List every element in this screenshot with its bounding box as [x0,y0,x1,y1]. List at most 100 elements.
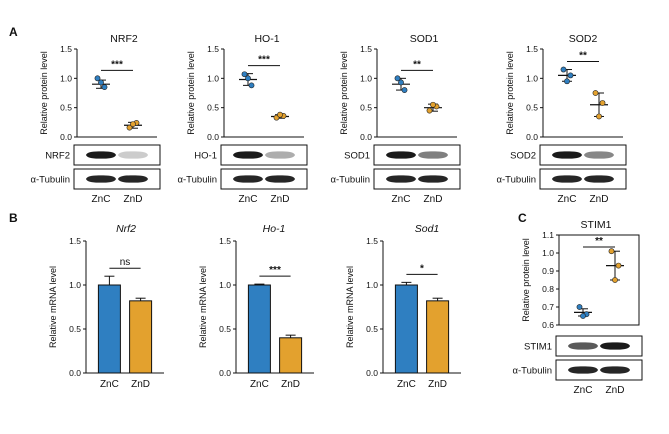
blot-band [86,151,116,159]
y-tick-label: 0.0 [69,368,81,378]
chart-title: Sod1 [415,223,440,235]
blot-band [233,151,263,159]
blot-label-target: HO-1 [194,151,217,162]
blot-label-tubulin: α-Tubulin [513,366,552,377]
y-tick-label: 1.0 [60,73,72,83]
bar-znc [97,284,121,374]
x-tick-label-znd: ZnD [131,379,150,390]
y-tick-label: 1.5 [366,236,378,246]
tubulin-blot [220,168,308,190]
significance-label: ** [413,59,421,70]
data-point [245,75,251,82]
blot-band [552,151,582,159]
data-point [426,107,433,114]
data-point [130,121,136,127]
bar-znd [426,300,450,374]
x-tick-label-znd: ZnD [606,385,625,396]
y-tick-label: 1.5 [219,236,231,246]
chart-b1: Nrf2 Relative mRNA level 0.0 0.5 1.0 1.5 ns ZnC… [48,223,164,390]
blot-band [552,175,582,183]
y-tick-label: 1.5 [360,44,372,54]
chart-title: STIM1 [581,219,612,231]
y-tick-label: 1.0 [526,73,538,83]
y-tick-label: 1.1 [542,230,554,240]
panel-letter-a: A [9,25,18,39]
x-tick-label-znd: ZnD [124,194,143,205]
y-axis-label: Relative mRNA level [345,266,355,348]
target-blot [73,144,161,166]
x-tick-label-znc: ZnC [239,194,258,205]
y-tick-label: 1.5 [526,44,538,54]
data-point [580,313,586,319]
tubulin-blot [555,359,643,381]
chart-a2: HO-1 Relative protein level 0.0 0.5 1.0 1.5 **… [178,33,308,205]
data-point [567,72,574,79]
blot-band [568,342,598,350]
y-tick-label: 1.0 [69,280,81,290]
bar-znc [394,284,418,374]
blot-band [118,151,148,159]
chart-title: SOD2 [569,33,598,45]
y-tick-label: 0.0 [60,132,72,142]
chart-title: NRF2 [110,33,138,45]
y-tick-label: 0.5 [207,103,219,113]
x-tick-label-znc: ZnC [92,194,111,205]
chart-a1: NRF2 Relative protein level 0.0 0.5 1.0 1.5 **… [31,33,161,205]
x-tick-label-znc: ZnC [100,379,119,390]
y-tick-label: 0.5 [360,103,372,113]
chart-title: SOD1 [410,33,439,45]
data-point [101,84,108,91]
y-tick-label: 0.7 [542,302,554,312]
x-tick-label-znd: ZnD [590,194,609,205]
data-point [592,90,599,96]
significance-label: * [420,263,424,274]
blot-band [568,366,598,374]
x-tick-label-znc: ZnC [397,379,416,390]
target-blot [220,144,308,166]
data-point [430,101,436,108]
significance-label: ** [579,51,587,62]
y-axis-label: Relative mRNA level [48,266,58,348]
bar-znd [129,300,153,374]
blot-band [386,175,416,183]
y-axis-label: Relative protein level [505,51,515,135]
y-tick-label: 0.6 [542,320,554,330]
blot-label-target: STIM1 [524,342,552,353]
blot-label-tubulin: α-Tubulin [331,175,370,186]
y-tick-label: 1.0 [207,73,219,83]
y-tick-label: 1.0 [219,280,231,290]
blot-band [233,175,263,183]
data-point [394,75,401,82]
x-tick-label-znd: ZnD [281,379,300,390]
y-tick-label: 1.0 [366,280,378,290]
y-tick-label: 0.5 [526,103,538,113]
significance-label: *** [269,265,281,276]
target-blot [373,144,461,166]
y-axis-label: Relative protein level [339,51,349,135]
bar-znd [279,337,303,374]
data-point [596,113,602,120]
data-point [612,277,618,283]
chart-title: Nrf2 [116,223,136,235]
y-axis-label: Relative protein level [521,238,531,322]
y-tick-label: 0.0 [526,132,538,142]
x-tick-label-znc: ZnC [392,194,411,205]
tubulin-blot [73,168,161,190]
data-point [564,78,570,85]
chart-a4: SOD2 Relative protein level 0.0 0.5 1.0 1.5 **… [497,33,627,205]
data-point [94,75,101,82]
blot-band [584,175,614,183]
y-tick-label: 0.5 [219,324,231,334]
data-point [599,100,606,106]
blot-band [600,342,630,350]
y-tick-label: 1.5 [207,44,219,54]
x-tick-label-znd: ZnD [424,194,443,205]
blot-band [418,175,448,183]
blot-band [118,175,148,183]
y-tick-label: 1.5 [69,236,81,246]
blot-band [86,175,116,183]
y-tick-label: 0.5 [60,103,72,113]
significance-label: ns [120,257,131,268]
target-blot [555,335,643,357]
